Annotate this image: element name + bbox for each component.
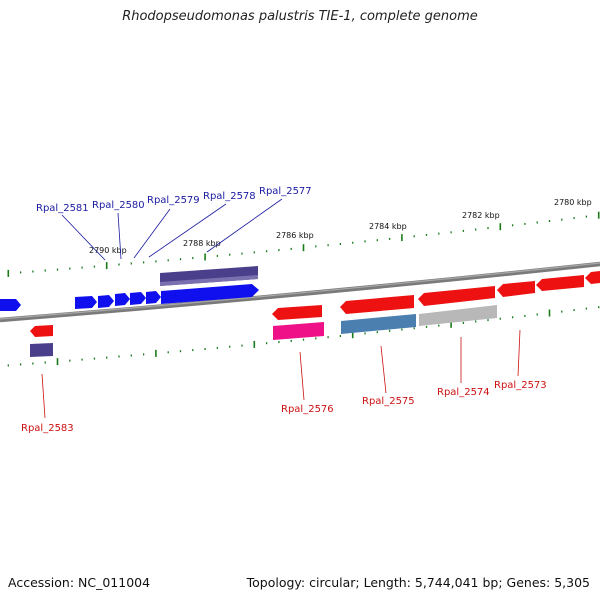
- topology-text: Topology: circular; Length: 5,744,041 bp…: [246, 575, 590, 590]
- gene-forward[interactable]: [115, 293, 130, 306]
- lower-gene-labels: Rpal_2583 Rpal_2576 Rpal_2575 Rpal_2574 …: [21, 329, 547, 434]
- leader-line: [117, 212, 122, 260]
- gene-grey[interactable]: [419, 305, 497, 326]
- reverse-genes: [30, 271, 600, 357]
- gene-reverse[interactable]: [340, 295, 414, 314]
- gene-reverse[interactable]: [536, 275, 584, 291]
- gene-label-rpal-2583[interactable]: Rpal_2583: [21, 423, 74, 434]
- gene-label-rpal-2573[interactable]: Rpal_2573: [494, 380, 547, 391]
- gene-label-rpal-2575[interactable]: Rpal_2575: [362, 396, 415, 407]
- gene-label-rpal-2577[interactable]: Rpal_2577: [259, 186, 312, 197]
- scale-label-2782: 2782 kbp: [462, 211, 500, 220]
- gene-reverse-edge[interactable]: [585, 271, 600, 284]
- gene-forward-edge[interactable]: [0, 299, 21, 311]
- gene-forward[interactable]: [130, 292, 146, 305]
- gene-reverse[interactable]: [418, 286, 495, 306]
- leader-line: [41, 373, 46, 419]
- gene-reverse[interactable]: [497, 281, 535, 297]
- gene-label-rpal-2579[interactable]: Rpal_2579: [147, 195, 200, 206]
- scale-label-2790: 2790 kbp: [89, 246, 127, 255]
- scale-label-2784: 2784 kbp: [369, 222, 407, 231]
- upper-gene-labels: Rpal_2581 Rpal_2580 Rpal_2579 Rpal_2578 …: [36, 186, 312, 261]
- genome-backbone: [0, 261, 600, 323]
- gene-reverse[interactable]: [272, 305, 322, 320]
- accession-text: Accession: NC_011004: [8, 575, 151, 590]
- gene-forward[interactable]: [146, 291, 161, 304]
- scale-labels: 2790 kbp 2788 kbp 2786 kbp 2784 kbp 2782…: [89, 198, 592, 255]
- gene-label-rpal-2578[interactable]: Rpal_2578: [203, 191, 256, 202]
- leader-line: [148, 203, 227, 258]
- gene-forward[interactable]: [98, 295, 114, 308]
- gene-pseudo-lower[interactable]: [30, 343, 53, 357]
- leader-line: [299, 351, 305, 401]
- genome-backbone-highlight: [0, 262, 600, 320]
- rna-gene[interactable]: [273, 322, 324, 340]
- leader-line: [206, 198, 283, 253]
- leader-line: [380, 345, 387, 394]
- lower-tick-track: [7, 306, 600, 367]
- scale-label-2786: 2786 kbp: [276, 231, 314, 240]
- gene-label-rpal-2581[interactable]: Rpal_2581: [36, 203, 89, 214]
- upper-tick-track: [7, 211, 600, 277]
- leader-line: [133, 208, 171, 259]
- pseudogene-upper-shade: [160, 275, 258, 286]
- gene-steel[interactable]: [341, 314, 416, 334]
- leader-line: [61, 214, 106, 261]
- scale-label-2788: 2788 kbp: [183, 239, 221, 248]
- leader-line: [517, 329, 521, 377]
- gene-label-rpal-2574[interactable]: Rpal_2574: [437, 387, 490, 398]
- forward-genes: [0, 266, 259, 311]
- gene-reverse[interactable]: [30, 325, 53, 337]
- gene-label-rpal-2576[interactable]: Rpal_2576: [281, 404, 334, 415]
- scale-label-2780: 2780 kbp: [554, 198, 592, 207]
- gene-forward-long[interactable]: [161, 284, 259, 304]
- gene-forward[interactable]: [75, 296, 97, 309]
- map-title: Rhodopseudomonas palustris TIE-1, comple…: [122, 9, 478, 24]
- gene-label-rpal-2580[interactable]: Rpal_2580: [92, 200, 145, 211]
